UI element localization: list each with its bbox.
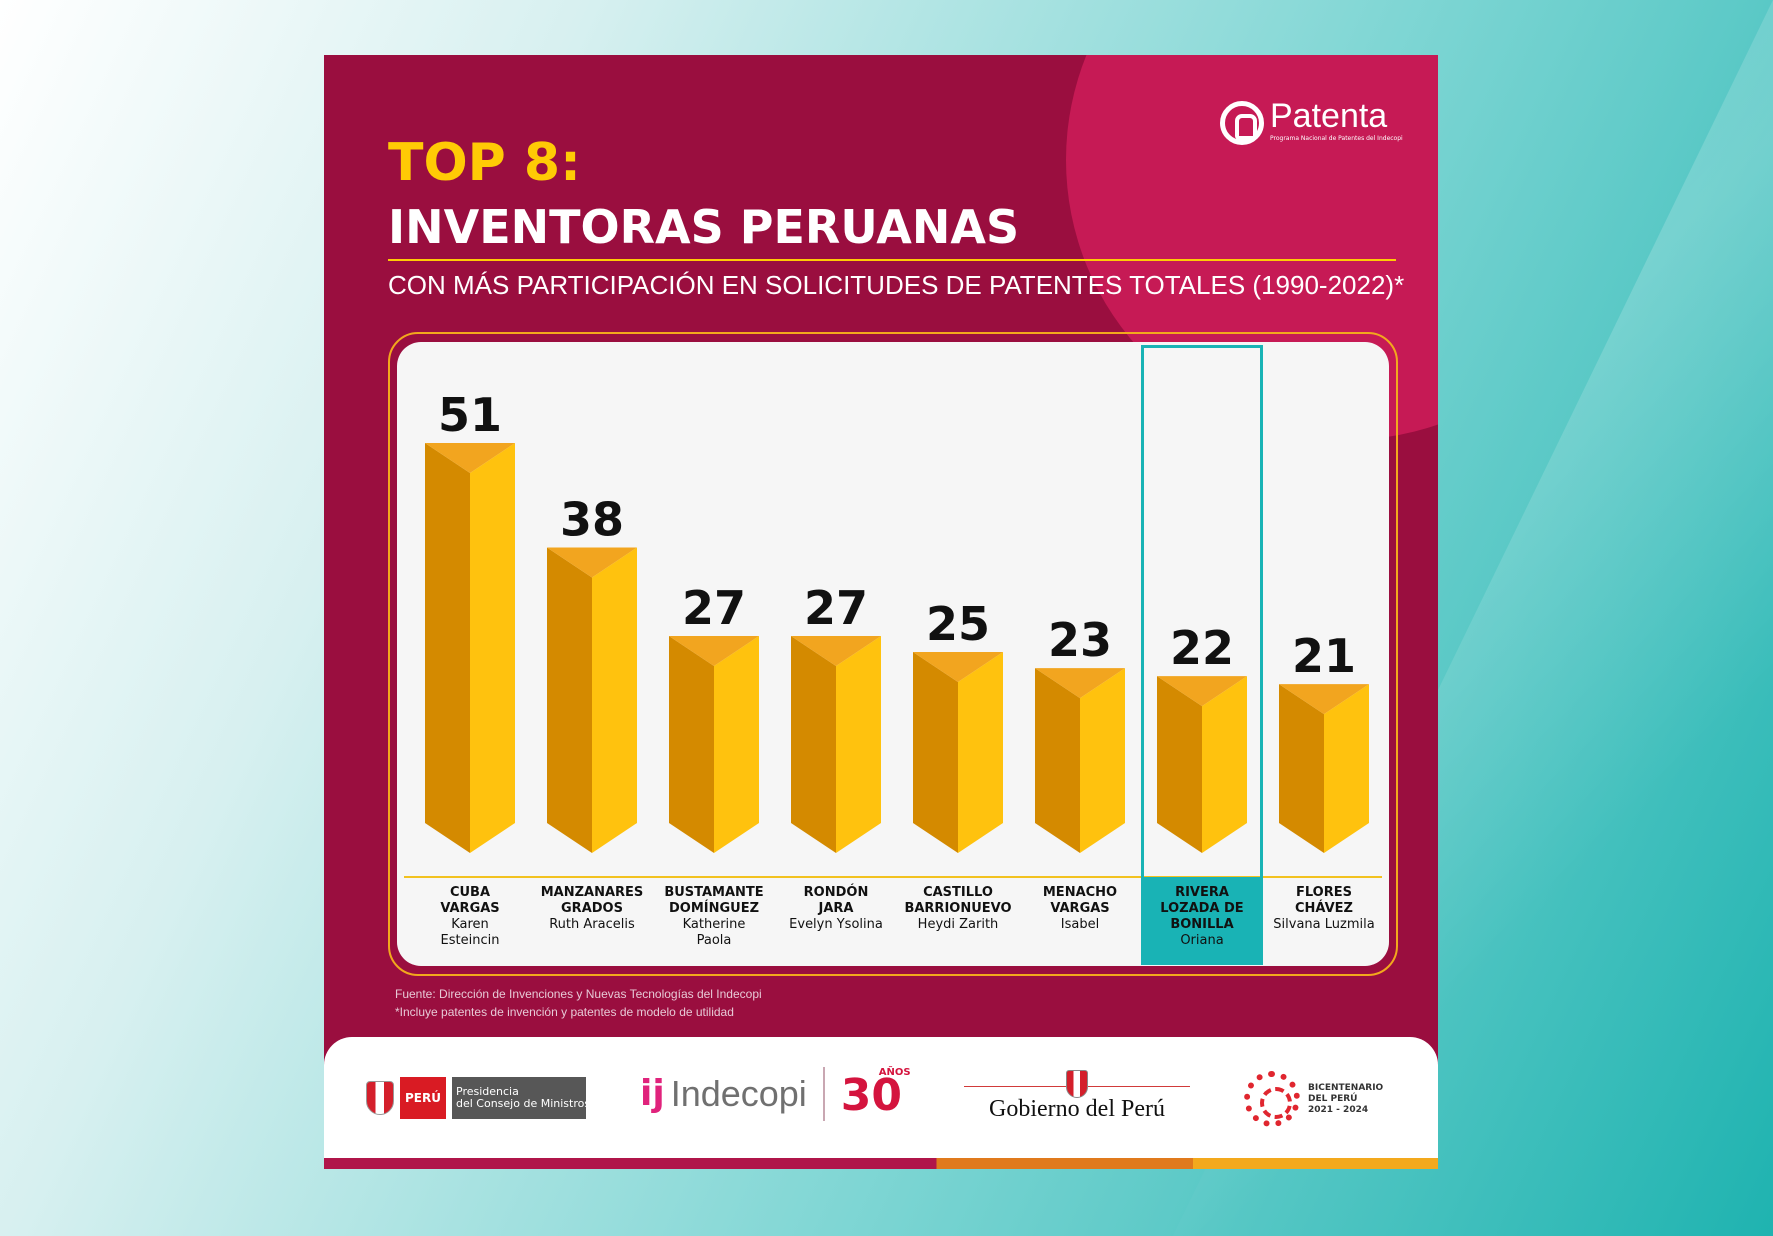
inventor-surname: CUBA VARGAS bbox=[440, 885, 500, 916]
logo-subtitle: Programa Nacional de Patentes del Indeco… bbox=[1270, 135, 1403, 142]
bar-left-face bbox=[1157, 676, 1202, 853]
bar-top-face bbox=[669, 635, 759, 666]
bar-top-face bbox=[547, 547, 637, 578]
bar-top-face bbox=[425, 443, 515, 473]
chart-panel-outline bbox=[388, 332, 1398, 976]
anniversary-logo: 30 AÑOS bbox=[841, 1067, 917, 1121]
bar-8 bbox=[1279, 684, 1369, 853]
indecopi-logo: ij Indecopi 30 AÑOS bbox=[640, 1067, 917, 1121]
inventor-given-name: Silvana Luzmila bbox=[1273, 917, 1375, 932]
inventor-given-name: Isabel bbox=[1060, 917, 1100, 932]
bar-top-face bbox=[1157, 676, 1247, 707]
page-title: INVENTORAS PERUANAS bbox=[388, 200, 1020, 254]
highlight-box bbox=[1141, 345, 1263, 965]
footer-stripe bbox=[324, 1158, 1438, 1169]
data-label: 38 bbox=[560, 493, 624, 547]
category-label: MENACHO VARGAS Isabel bbox=[1021, 885, 1139, 933]
highlight-label-background bbox=[1144, 877, 1260, 962]
peru-coat-of-arms-icon bbox=[366, 1081, 394, 1115]
bar-right-face bbox=[470, 443, 515, 853]
title-divider bbox=[388, 259, 1396, 261]
category-label: CUBA VARGAS Karen Esteincin bbox=[411, 885, 529, 949]
bar-right-face bbox=[958, 652, 1003, 853]
inventor-given-name: Ruth Aracelis bbox=[549, 917, 635, 932]
category-label: BUSTAMANTE DOMÍNGUEZ Katherine Paola bbox=[655, 885, 773, 949]
indecopi-label: Indecopi bbox=[670, 1073, 807, 1114]
inventor-surname: BUSTAMANTE DOMÍNGUEZ bbox=[664, 885, 764, 916]
inventor-surname: RIVERA LOZADA DE BONILLA bbox=[1160, 885, 1244, 932]
category-label: RIVERA LOZADA DE BONILLA Oriana bbox=[1143, 885, 1261, 949]
bar-2 bbox=[547, 547, 637, 853]
subtitle: CON MÁS PARTICIPACIÓN EN SOLICITUDES DE … bbox=[388, 270, 1405, 300]
source-note: Fuente: Dirección de Invenciones y Nueva… bbox=[395, 987, 762, 1001]
category-label: RONDÓN JARA Evelyn Ysolina bbox=[777, 885, 895, 933]
logo-divider bbox=[822, 1067, 825, 1121]
bar-left-face bbox=[425, 443, 470, 853]
bar-right-face bbox=[592, 547, 637, 853]
category-label: CASTILLO BARRIONUEVO Heydi Zarith bbox=[899, 885, 1017, 933]
bicentenario-label: BICENTENARIO DEL PERÚ 2021 - 2024 bbox=[1308, 1082, 1384, 1115]
bar-4 bbox=[791, 635, 881, 853]
anniversary-number: 30 bbox=[840, 1070, 903, 1121]
infographic-card: Patenta Programa Nacional de Patentes de… bbox=[324, 55, 1438, 1169]
footnotes: Fuente: Dirección de Invenciones y Nueva… bbox=[395, 985, 762, 1021]
bar-top-face bbox=[913, 652, 1003, 683]
bar-left-face bbox=[913, 652, 958, 853]
bar-7 bbox=[1157, 676, 1247, 853]
category-label: MANZANARES GRADOS Ruth Aracelis bbox=[533, 885, 651, 933]
data-label: 27 bbox=[804, 581, 868, 635]
data-label: 25 bbox=[926, 597, 990, 651]
gobierno-label: Gobierno del Perú bbox=[989, 1096, 1165, 1122]
bar-6 bbox=[1035, 668, 1125, 853]
bar-left-face bbox=[547, 547, 592, 853]
bar-chart: 51 38 27 27 25 23 22 21 bbox=[425, 388, 1369, 853]
inventor-given-name: Heydi Zarith bbox=[917, 917, 999, 932]
inventor-surname: FLORES CHÁVEZ bbox=[1295, 885, 1353, 916]
bar-right-face bbox=[836, 635, 881, 853]
indecopi-icon: ij bbox=[640, 1073, 665, 1114]
data-label: 51 bbox=[438, 388, 502, 442]
bar-top-face bbox=[791, 635, 881, 666]
bar-5 bbox=[913, 652, 1003, 853]
bicentenario-icon bbox=[1244, 1071, 1300, 1127]
title-top8: TOP 8: bbox=[388, 133, 581, 193]
bar-right-face bbox=[714, 635, 759, 853]
patenta-lock-icon bbox=[1220, 101, 1264, 145]
pcm-logo: PERÚ Presidencia del Consejo de Ministro… bbox=[366, 1077, 590, 1119]
bar-left-face bbox=[1279, 684, 1324, 853]
bar-left-face bbox=[1035, 668, 1080, 853]
inventor-given-name: Evelyn Ysolina bbox=[789, 917, 883, 932]
gobierno-logo: Gobierno del Perú bbox=[964, 1070, 1190, 1123]
peru-crest-icon bbox=[1066, 1070, 1088, 1098]
baseline-divider bbox=[404, 876, 1382, 878]
data-label: 23 bbox=[1048, 613, 1112, 667]
inventor-surname: MANZANARES GRADOS bbox=[540, 885, 644, 916]
bar-left-face bbox=[669, 635, 714, 853]
data-label: 27 bbox=[682, 581, 746, 635]
inventor-surname: RONDÓN JARA bbox=[803, 885, 869, 916]
inventor-given-name: Karen Esteincin bbox=[440, 917, 500, 948]
bar-1 bbox=[425, 443, 515, 853]
category-label: FLORES CHÁVEZ Silvana Luzmila bbox=[1265, 885, 1383, 933]
data-label: 22 bbox=[1170, 621, 1234, 675]
asterisk-note: *Incluye patentes de invención y patente… bbox=[395, 1005, 734, 1019]
bar-top-face bbox=[1035, 668, 1125, 699]
bar-left-face bbox=[791, 635, 836, 853]
bicentenario-logo: BICENTENARIO DEL PERÚ 2021 - 2024 bbox=[1244, 1071, 1383, 1127]
patenta-logo: Patenta Programa Nacional de Patentes de… bbox=[1220, 97, 1420, 149]
bar-right-face bbox=[1202, 676, 1247, 853]
inventor-given-name: Oriana bbox=[1180, 933, 1224, 948]
inventor-surname: MENACHO VARGAS bbox=[1042, 885, 1118, 916]
bar-top-face bbox=[1279, 684, 1369, 715]
inventor-given-name: Katherine Paola bbox=[682, 917, 746, 948]
bar-right-face bbox=[1080, 668, 1125, 853]
pcm-label: Presidencia del Consejo de Ministros bbox=[452, 1077, 590, 1119]
bar-3 bbox=[669, 635, 759, 853]
data-label: 21 bbox=[1292, 629, 1356, 683]
inventor-surname: CASTILLO BARRIONUEVO bbox=[904, 885, 1012, 916]
bar-right-face bbox=[1324, 684, 1369, 853]
anniversary-word: AÑOS bbox=[878, 1067, 911, 1078]
peru-label: PERÚ bbox=[400, 1077, 446, 1119]
logo-name: Patenta bbox=[1270, 97, 1388, 135]
